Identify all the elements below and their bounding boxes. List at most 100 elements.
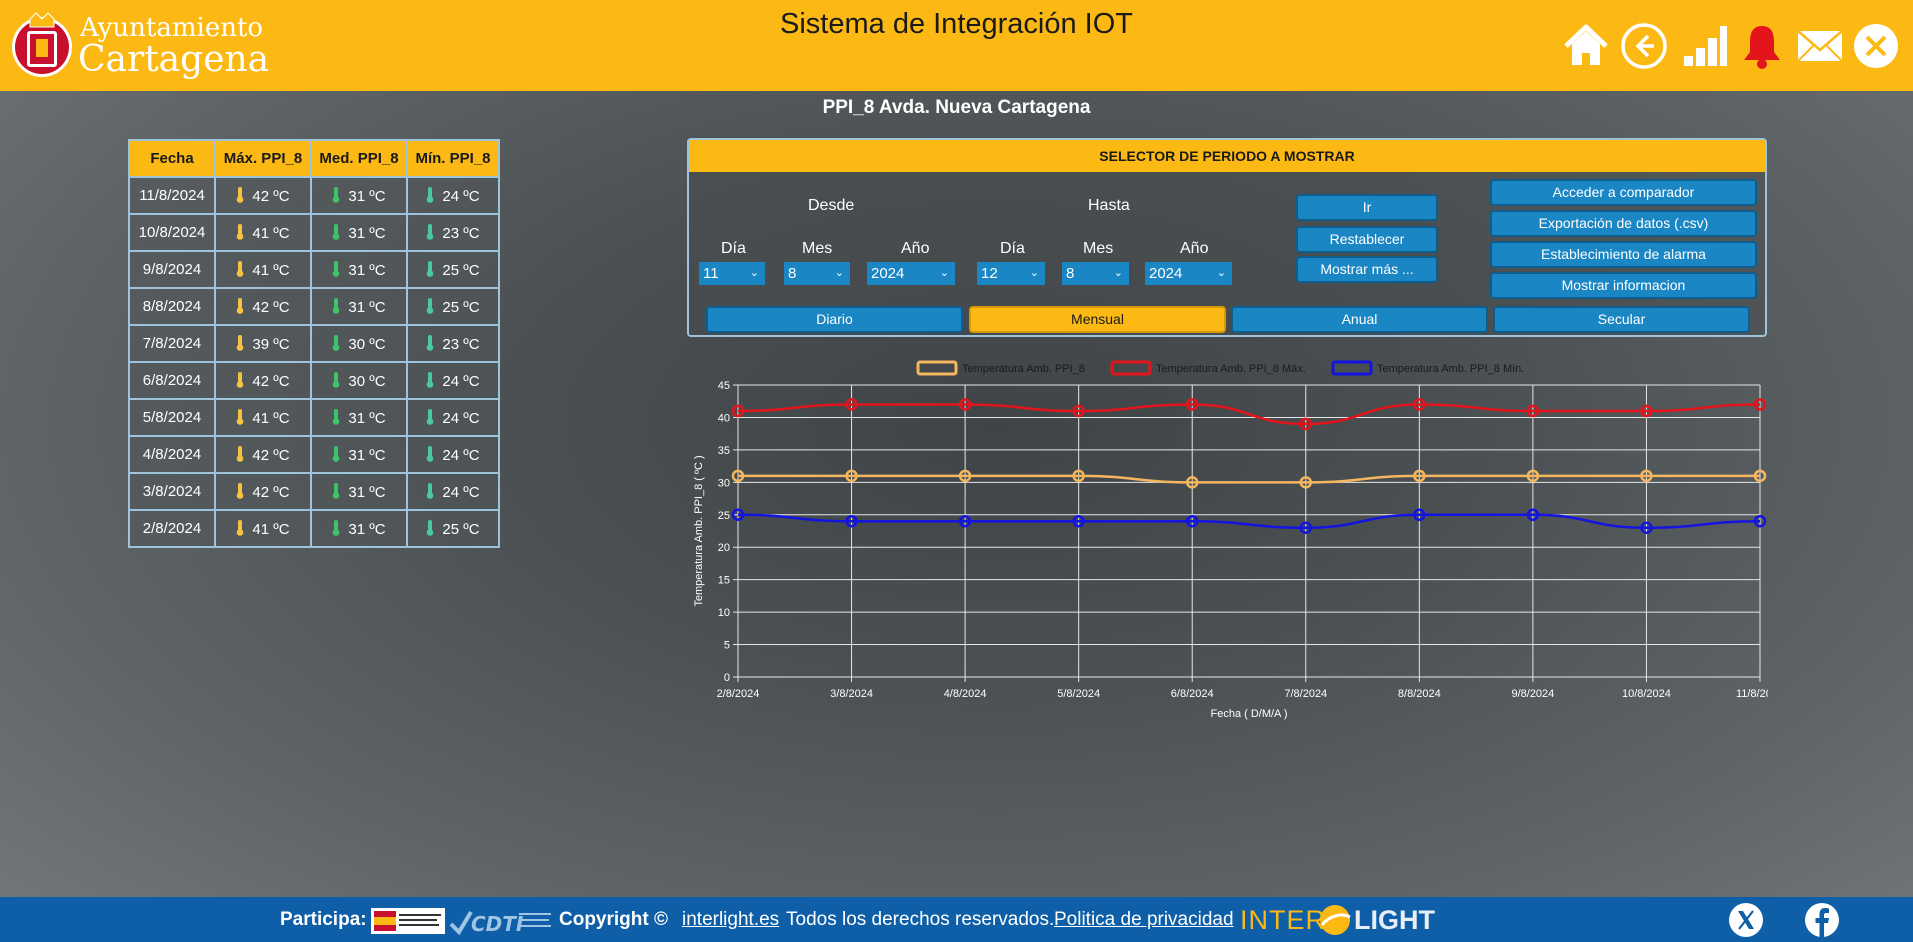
cell-max: 42 ºC xyxy=(214,361,312,400)
tab-mensual[interactable]: Mensual xyxy=(969,306,1226,333)
x-axis-label: Fecha ( D/M/A ) xyxy=(1210,708,1287,720)
from-month-select[interactable]: 8 ⌄ xyxy=(784,262,850,285)
cell-med: 31 ºC xyxy=(310,398,408,437)
data-point xyxy=(1413,469,1426,483)
tab-diario[interactable]: Diario xyxy=(706,306,963,333)
cell-med: 31 ºC xyxy=(310,509,408,548)
data-point xyxy=(731,404,745,418)
cell-value: 30 ºC xyxy=(348,335,386,353)
brand-right-text: LIGHT xyxy=(1354,905,1435,935)
cell-value: 11/8/2024 xyxy=(139,187,205,204)
x-tick-label: 6/8/2024 xyxy=(1171,688,1214,700)
cell-value: 24 ºC xyxy=(442,372,480,390)
from-day-select[interactable]: 11 ⌄ xyxy=(699,262,765,285)
legend-label: Temperatura Amb. PPI_8 Máx. xyxy=(1156,363,1306,375)
chevron-down-icon: ⌄ xyxy=(834,267,844,279)
close-icon[interactable] xyxy=(1852,22,1900,70)
cell-value: 31 ºC xyxy=(348,409,386,427)
cell-med: 31 ºC xyxy=(310,250,408,289)
cell-value: 41 ºC xyxy=(252,224,290,242)
thermometer-icon xyxy=(333,482,340,499)
ir-button[interactable]: Ir xyxy=(1296,194,1438,221)
bell-icon[interactable] xyxy=(1738,22,1786,70)
x-tick-label: 4/8/2024 xyxy=(944,688,987,700)
svg-text:CDTI: CDTI xyxy=(471,912,524,936)
y-tick-label: 15 xyxy=(718,575,730,587)
to-month-select[interactable]: 8 ⌄ xyxy=(1062,262,1129,285)
table-row: 10/8/2024 41 ºC 31 ºC 23 ºC xyxy=(128,213,500,252)
show-more-button[interactable]: Mostrar más ... xyxy=(1296,256,1438,283)
show-info-button[interactable]: Mostrar informacion xyxy=(1490,272,1757,299)
home-icon[interactable] xyxy=(1562,22,1610,70)
cell-min: 25 ºC xyxy=(406,287,500,326)
table-row: 7/8/2024 39 ºC 30 ºC 23 ºC xyxy=(128,324,500,363)
copyright-label: Copyright © xyxy=(559,909,668,930)
data-point xyxy=(1526,469,1540,483)
thermometer-icon xyxy=(333,260,340,277)
mail-icon[interactable] xyxy=(1796,22,1844,70)
cell-value: 7/8/2024 xyxy=(142,335,202,352)
alarm-button[interactable]: Establecimiento de alarma xyxy=(1490,241,1757,268)
y-tick-label: 35 xyxy=(718,445,730,457)
export-csv-button[interactable]: Exportación de datos (.csv) xyxy=(1490,210,1757,237)
back-icon[interactable] xyxy=(1620,22,1668,70)
cell-min: 23 ºC xyxy=(406,213,500,252)
compare-button[interactable]: Acceder a comparador xyxy=(1490,179,1757,206)
y-axis-label: Temperatura Amb. PPI_8 ( ºC ) xyxy=(693,455,705,606)
cell-value: 42 ºC xyxy=(252,298,290,316)
x-tick-label: 8/8/2024 xyxy=(1398,688,1441,700)
table-row: 5/8/2024 41 ºC 31 ºC 24 ºC xyxy=(128,398,500,437)
cell-value: 31 ºC xyxy=(348,483,386,501)
thermometer-icon xyxy=(237,334,244,351)
cell-med: 31 ºC xyxy=(310,287,408,326)
data-point xyxy=(845,515,858,528)
to-day-select[interactable]: 12 ⌄ xyxy=(977,262,1045,285)
cell-med: 31 ºC xyxy=(310,472,408,511)
cell-value: 42 ºC xyxy=(252,187,290,205)
table-row: 6/8/2024 42 ºC 30 ºC 24 ºC xyxy=(128,361,500,400)
cell-fecha: 9/8/2024 xyxy=(128,250,216,289)
cell-value: 4/8/2024 xyxy=(142,446,202,463)
thermometer-icon xyxy=(237,519,244,536)
cell-value: 31 ºC xyxy=(348,187,386,205)
chevron-down-icon: ⌄ xyxy=(1113,267,1123,279)
cell-value: 23 ºC xyxy=(442,224,480,242)
cell-value: 39 ºC xyxy=(252,335,290,353)
app-header: Ayuntamiento Cartagena Sistema de Integr… xyxy=(0,0,1913,91)
tab-anual[interactable]: Anual xyxy=(1231,306,1488,333)
cell-min: 25 ºC xyxy=(406,250,500,289)
to-year-select[interactable]: 2024 ⌄ xyxy=(1145,262,1232,285)
y-tick-label: 45 xyxy=(718,380,730,392)
cell-value: 31 ºC xyxy=(348,261,386,279)
col-header-med: Med. PPI_8 xyxy=(310,139,408,178)
interlight-link[interactable]: interlight.es xyxy=(682,909,780,930)
tab-secular[interactable]: Secular xyxy=(1493,306,1750,333)
data-point xyxy=(731,469,745,483)
cell-fecha: 4/8/2024 xyxy=(128,435,216,474)
thermometer-icon xyxy=(333,186,340,203)
cell-med: 31 ºC xyxy=(310,176,408,215)
cell-value: 41 ºC xyxy=(252,261,290,279)
cell-med: 31 ºC xyxy=(310,435,408,474)
cell-value: 42 ºC xyxy=(252,372,290,390)
sponsor-logos[interactable]: CDTI xyxy=(371,904,553,936)
rights-text: Todos los derechos reservados. xyxy=(786,909,1055,930)
cell-fecha: 5/8/2024 xyxy=(128,398,216,437)
desde-label: Desde xyxy=(808,197,855,214)
stats-icon[interactable] xyxy=(1680,22,1728,70)
y-tick-label: 10 xyxy=(718,607,730,619)
data-point xyxy=(1640,521,1653,535)
thermometer-icon xyxy=(333,408,340,425)
from-year-select[interactable]: 2024 ⌄ xyxy=(867,262,955,285)
cell-value: 5/8/2024 xyxy=(142,409,202,426)
col-header-fecha: Fecha xyxy=(128,139,216,178)
thermometer-icon xyxy=(333,519,340,536)
cell-value: 25 ºC xyxy=(442,298,480,316)
x-twitter-icon[interactable] xyxy=(1728,902,1764,938)
data-point xyxy=(1299,521,1313,535)
reset-button[interactable]: Restablecer xyxy=(1296,226,1438,253)
data-point xyxy=(1640,404,1653,418)
ayuntamiento-logo[interactable]: Ayuntamiento Cartagena xyxy=(10,7,274,81)
facebook-icon[interactable] xyxy=(1804,902,1840,938)
privacy-link[interactable]: Politica de privacidad xyxy=(1054,909,1234,930)
